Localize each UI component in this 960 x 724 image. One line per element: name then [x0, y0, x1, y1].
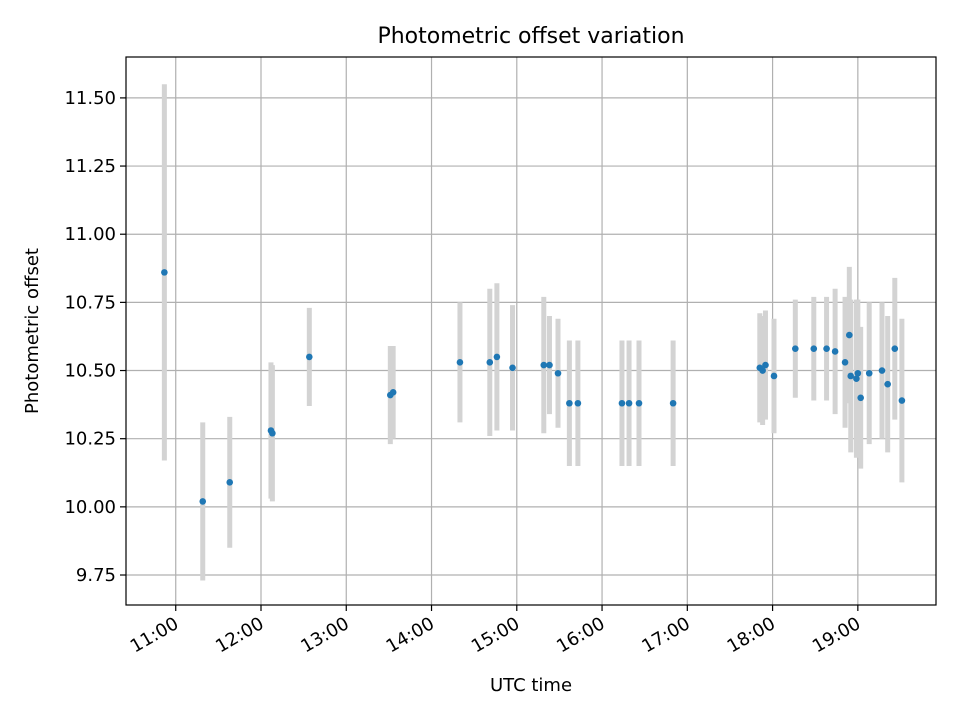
- data-point: [762, 361, 769, 369]
- data-point: [759, 367, 766, 374]
- data-point: [161, 269, 168, 276]
- data-point: [841, 359, 849, 366]
- y-tick-label: 10.75: [64, 292, 116, 313]
- data-point: [546, 361, 553, 369]
- data-point: [625, 399, 633, 407]
- data-point: [853, 375, 860, 383]
- data-point: [618, 399, 626, 407]
- data-point: [792, 345, 799, 353]
- data-points: [161, 269, 906, 505]
- data-point: [306, 353, 313, 361]
- data-point: [389, 389, 397, 396]
- chart-title: Photometric offset variation: [377, 24, 684, 49]
- data-point: [831, 348, 839, 355]
- data-point: [865, 369, 873, 377]
- grid-lines: [126, 57, 936, 605]
- data-point: [898, 397, 906, 404]
- data-point: [199, 498, 207, 505]
- y-tick-label: 10.25: [64, 429, 116, 450]
- data-point: [854, 369, 862, 377]
- y-axis-label: Photometric offset: [22, 248, 43, 414]
- data-point: [574, 399, 582, 407]
- data-point: [554, 369, 562, 377]
- data-point: [846, 331, 853, 339]
- data-point: [810, 345, 818, 353]
- data-point: [891, 345, 899, 353]
- data-point: [509, 364, 516, 372]
- data-point: [493, 353, 501, 361]
- data-point: [566, 399, 573, 407]
- plot-frame: [125, 56, 937, 606]
- y-tick-label: 11.25: [64, 156, 116, 177]
- y-tick-label: 11.50: [64, 88, 116, 109]
- data-point: [486, 359, 494, 366]
- data-point: [878, 367, 886, 374]
- data-point: [269, 429, 276, 437]
- data-point: [226, 479, 234, 486]
- data-point: [847, 372, 855, 380]
- x-axis-label: UTC time: [490, 675, 572, 696]
- data-point: [857, 394, 864, 402]
- data-point: [456, 359, 464, 366]
- y-tick-label: 10.00: [64, 497, 116, 518]
- data-point: [770, 372, 778, 380]
- data-point: [635, 399, 643, 407]
- y-tick-label: 9.75: [76, 565, 116, 586]
- data-point: [669, 399, 677, 407]
- y-tick-label: 11.00: [64, 224, 116, 245]
- data-point: [884, 380, 891, 388]
- data-point: [540, 361, 548, 369]
- y-tick-label: 10.50: [64, 361, 116, 382]
- data-point: [823, 345, 830, 353]
